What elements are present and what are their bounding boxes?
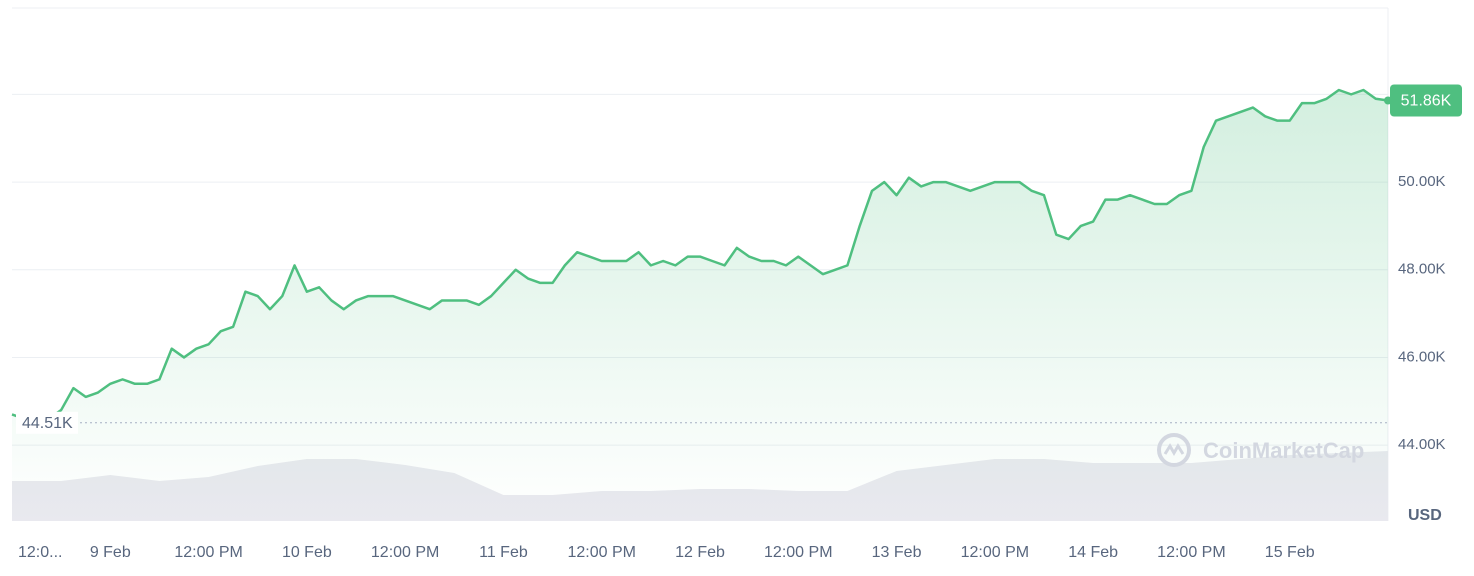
- price-line: [11, 88, 1389, 421]
- y-tick-label: 50.00K: [1398, 173, 1446, 190]
- reference-label-bg: [16, 411, 78, 434]
- watermark: CoinMarketCap: [1203, 438, 1364, 463]
- x-tick-label: 11 Feb: [479, 544, 528, 561]
- x-tick-label: 14 Feb: [1068, 544, 1118, 561]
- y-unit-label: USD: [1408, 507, 1442, 524]
- y-tick-label: 44.00K: [1398, 436, 1446, 453]
- x-tick-label: 13 Feb: [872, 544, 922, 561]
- x-tick-label: 12:00 PM: [961, 544, 1029, 561]
- y-tick-label: 48.00K: [1398, 261, 1446, 278]
- current-label-bg: [1390, 84, 1462, 117]
- x-tick-label: 12:00 PM: [1157, 544, 1225, 561]
- reference-label: 44.51K: [22, 415, 73, 432]
- x-tick-label: 9 Feb: [90, 544, 131, 561]
- x-tick-label: 12:00 PM: [567, 544, 635, 561]
- watermark-logo: [1157, 433, 1191, 467]
- price-area: [12, 89, 1388, 521]
- x-tick-label: 12:00 PM: [764, 544, 832, 561]
- x-tick-label: 12:0...: [18, 544, 62, 561]
- x-tick-label: 12:00 PM: [371, 544, 439, 561]
- x-tick-label: 12 Feb: [675, 544, 725, 561]
- x-tick-label: 10 Feb: [282, 544, 332, 561]
- x-tick-label: 15 Feb: [1265, 544, 1315, 561]
- current-label: 51.86K: [1401, 93, 1452, 110]
- y-tick-label: 46.00K: [1398, 348, 1446, 365]
- x-tick-label: 12:00 PM: [174, 544, 242, 561]
